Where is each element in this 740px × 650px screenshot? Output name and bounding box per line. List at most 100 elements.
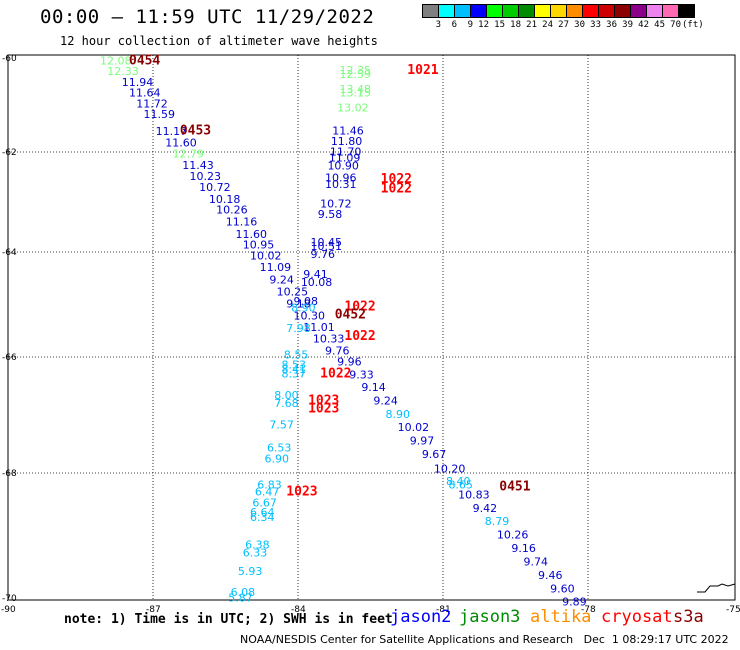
- wave-height-value: 8.00: [274, 389, 299, 402]
- wave-height-value: 9.16: [511, 542, 536, 555]
- page-subtitle: 12 hour collection of altimeter wave hei…: [60, 34, 378, 48]
- longitude-label: -75: [726, 605, 740, 615]
- scale-label: 6: [451, 20, 457, 30]
- wave-height-value: 13.02: [337, 102, 369, 115]
- longitude-label: -81: [436, 605, 451, 615]
- wave-height-value: 9.76: [325, 344, 350, 357]
- scale-label: 30: [574, 20, 585, 30]
- scale-label: 45: [654, 20, 665, 30]
- wave-height-value: 11.80: [331, 135, 363, 148]
- utc-time-stamp: 1022: [344, 329, 375, 344]
- wave-height-value: 6.53: [267, 442, 292, 455]
- lat-lon-grid: [8, 55, 735, 600]
- satellite-legend-s3a: s3a: [673, 607, 704, 627]
- latitude-label: -64: [2, 248, 17, 258]
- utc-time-stamp: 1022: [320, 367, 351, 382]
- wave-height-value: 10.96: [325, 172, 357, 185]
- wave-height-value: 11.09: [329, 152, 361, 165]
- wave-height-value: 5.93: [238, 565, 263, 578]
- utc-time-stamp: 1022: [381, 172, 412, 187]
- latitude-label: -70: [2, 594, 17, 604]
- wave-height-value: 9.67: [422, 448, 447, 461]
- wave-height-value: 6.34: [250, 511, 275, 524]
- scale-label: 36: [606, 20, 617, 30]
- time-stamps: 0454045310211022102210220452102210221023…: [129, 53, 531, 499]
- scale-label: 18: [510, 20, 521, 30]
- wave-height-value: 10.45: [311, 236, 343, 249]
- wave-height-value: 6.67: [252, 496, 276, 509]
- wave-height-value: 6.90: [265, 452, 290, 465]
- wave-height-value: 11.46: [332, 124, 364, 137]
- wave-height-value: 9.97: [410, 435, 435, 448]
- scale-label: 42: [638, 20, 649, 30]
- wave-height-value: 6.33: [243, 546, 267, 559]
- wave-height-value: 7.57: [269, 419, 294, 432]
- scale-swatch: [678, 4, 695, 18]
- wave-height-value: 6.47: [255, 486, 280, 499]
- wave-height-value: 10.18: [209, 193, 241, 206]
- utc-time-stamp: 1023: [286, 485, 317, 500]
- wave-height-value: 9.58: [318, 208, 343, 221]
- scale-label: 70: [670, 20, 681, 30]
- wave-height-value: 11.09: [260, 261, 292, 274]
- latitude-label: -62: [2, 148, 17, 158]
- wave-height-value: 11.70: [330, 146, 362, 159]
- utc-time-stamp: 1022: [344, 299, 375, 314]
- wave-height-value: 13.48: [340, 83, 372, 96]
- wave-height-value: 9.18: [286, 298, 311, 311]
- utc-time-stamp: 1023: [308, 393, 339, 408]
- wave-height-value: 10.26: [216, 204, 248, 217]
- satellite-legend-jason3: jason3: [459, 607, 521, 627]
- credit-line: NOAA/NESDIS Center for Satellite Applica…: [240, 633, 729, 646]
- wave-height-value: 9.24: [269, 274, 294, 287]
- scale-label: 3: [435, 20, 441, 30]
- wave-height-value: 9.08: [294, 295, 319, 308]
- wave-height-value: 12.08: [100, 54, 131, 67]
- wave-height-value: 8.41: [281, 363, 306, 376]
- longitude-label: -90: [1, 605, 16, 615]
- satellite-legend-altika: altika: [530, 607, 592, 627]
- wave-height-value: 6.08: [231, 586, 256, 599]
- wave-height-value: 10.08: [301, 276, 333, 289]
- wave-height-value: 9.74: [523, 555, 548, 568]
- scale-label: 27: [558, 20, 569, 30]
- wave-height-value: 11.72: [136, 97, 168, 110]
- scale-label: 15: [494, 20, 505, 30]
- wave-height-value: 10.30: [294, 310, 326, 323]
- wave-height-value: 11.16: [226, 216, 257, 229]
- scale-label: 33: [590, 20, 601, 30]
- footer-note: note: 1) Time is in UTC; 2) SWH is in fe…: [64, 612, 393, 627]
- wave-height-value: 12.33: [107, 65, 139, 78]
- color-scale-boxes: [422, 4, 695, 18]
- wave-height-value: 8.65: [448, 479, 473, 492]
- coastline: [697, 583, 736, 593]
- wave-height-value: 10.23: [190, 170, 222, 183]
- wave-height-value: 8.37: [281, 368, 306, 381]
- utc-time-stamp: 0454: [129, 53, 160, 68]
- wave-height-value: 9.41: [303, 268, 328, 281]
- longitude-label: -87: [146, 605, 161, 615]
- wave-height-value: 10.72: [199, 181, 231, 194]
- wave-height-value: 6.64: [250, 506, 275, 519]
- longitude-label: -78: [581, 605, 596, 615]
- wave-height-value: 11.01: [303, 321, 335, 334]
- satellite-legend-jason2: jason2: [390, 607, 452, 627]
- wave-height-value: 8.90: [291, 301, 316, 314]
- longitude-label: -84: [291, 605, 306, 615]
- wave-height-value: 9.60: [550, 582, 575, 595]
- wave-height-value: 8.55: [284, 349, 309, 362]
- wave-height-value: 9.42: [473, 502, 498, 515]
- latitude-label: -60: [2, 54, 17, 64]
- scale-unit: (ft): [682, 20, 704, 30]
- wave-height-value: 7.68: [274, 397, 299, 410]
- wave-height-value: 10.25: [277, 285, 309, 298]
- wave-height-value: 10.31: [325, 178, 357, 191]
- wave-height-value: 8.79: [485, 515, 510, 528]
- wave-height-value: 8.40: [446, 475, 471, 488]
- wave-height-value: 11.60: [165, 137, 197, 150]
- scale-label: 39: [622, 20, 633, 30]
- wave-height-value: 10.02: [250, 249, 282, 262]
- wave-height-value: 11.43: [182, 159, 214, 172]
- wave-height-value: 12.35: [340, 64, 372, 77]
- scale-label: 21: [526, 20, 537, 30]
